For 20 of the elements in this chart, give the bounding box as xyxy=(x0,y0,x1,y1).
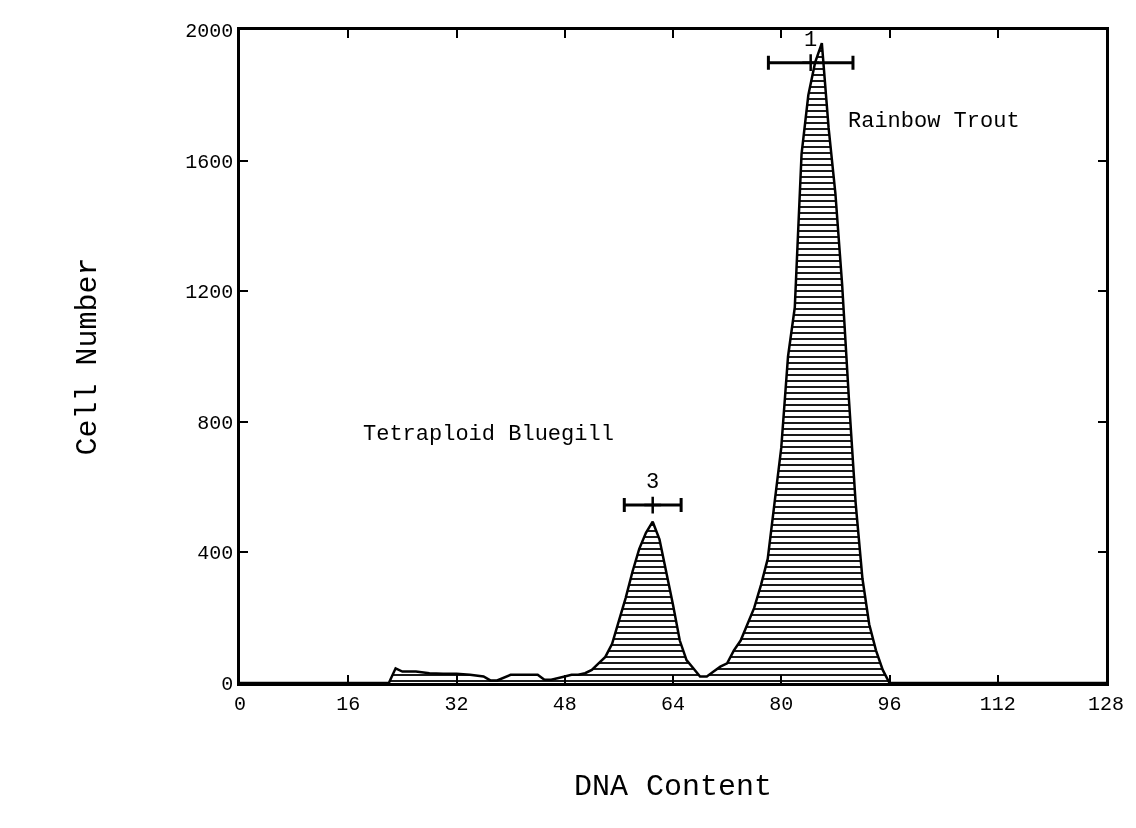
x-axis-title: DNA Content xyxy=(573,770,773,805)
x-tick-label: 112 xyxy=(979,692,1016,716)
y-tick-label: 1600 xyxy=(185,150,234,174)
y-tick-label: 800 xyxy=(197,411,234,435)
x-tick-label: 80 xyxy=(769,692,794,716)
x-tick-label: 48 xyxy=(552,692,577,716)
annotation: 3 xyxy=(646,470,660,495)
annotation: Rainbow Trout xyxy=(848,109,1020,134)
y-tick-label: 400 xyxy=(197,542,234,566)
y-axis-title: Cell Number xyxy=(71,257,106,456)
y-tick-label: 1200 xyxy=(185,281,234,305)
y-tick-label: 0 xyxy=(221,673,234,696)
x-tick-label: 96 xyxy=(877,692,902,716)
x-tick-label: 16 xyxy=(336,692,361,716)
y-tick-label: 2000 xyxy=(185,20,234,43)
x-tick-label: 32 xyxy=(444,692,469,716)
x-tick-label: 64 xyxy=(660,692,686,716)
x-tick-label: 128 xyxy=(1087,692,1125,716)
annotation: Tetraploid Bluegill xyxy=(363,422,614,447)
annotation: 1 xyxy=(804,28,818,53)
